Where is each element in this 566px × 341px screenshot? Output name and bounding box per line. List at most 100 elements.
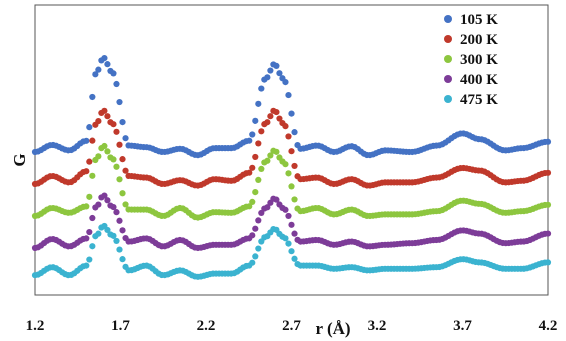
data-point: [288, 148, 295, 155]
x-tick-label: 1.2: [26, 318, 45, 334]
data-point: [282, 123, 289, 130]
data-point: [86, 228, 93, 236]
data-point: [116, 217, 123, 224]
data-point: [110, 232, 117, 239]
data-point: [285, 133, 292, 140]
legend-label: 105 K: [460, 12, 498, 28]
data-point: [110, 156, 117, 163]
data-point: [264, 157, 271, 164]
data-point: [273, 148, 280, 155]
data-point: [288, 248, 295, 255]
data-point: [104, 148, 111, 155]
data-point: [86, 256, 93, 263]
series-200-k: [31, 107, 552, 189]
data-point: [101, 142, 108, 150]
legend-label: 475 K: [460, 92, 498, 108]
legend-label: 400 K: [460, 72, 498, 88]
data-point: [89, 214, 96, 222]
series-400-k: [31, 192, 552, 252]
data-point: [285, 240, 292, 247]
data-point: [83, 203, 90, 210]
data-point: [255, 140, 262, 147]
data-point: [89, 137, 96, 144]
data-point: [110, 121, 117, 128]
data-point: [267, 67, 274, 74]
legend-item: 300 K: [444, 52, 498, 68]
legend-item: 105 K: [444, 12, 498, 28]
data-point: [249, 232, 256, 239]
data-point: [110, 70, 117, 77]
data-point: [119, 190, 126, 197]
data-point: [89, 243, 96, 250]
legend-marker: [444, 75, 452, 83]
data-point: [116, 176, 123, 183]
data-point: [101, 192, 108, 199]
y-axis-title: G: [10, 153, 29, 166]
series-475-k: [31, 222, 552, 280]
data-point: [285, 170, 292, 177]
data-point: [291, 162, 298, 170]
x-tick-label: 2.2: [197, 318, 216, 334]
data-point: [273, 62, 280, 69]
data-point: [285, 212, 292, 220]
data-point: [122, 201, 129, 208]
data-point: [122, 135, 129, 142]
legend-marker: [444, 15, 452, 23]
legend-item: 400 K: [444, 72, 498, 88]
data-point: [249, 198, 256, 205]
data-point: [291, 196, 298, 203]
x-axis-title: r (Å): [315, 319, 350, 338]
data-point: [291, 230, 298, 237]
data-point: [86, 158, 93, 165]
data-point: [291, 129, 298, 136]
data-point: [544, 230, 552, 237]
data-point: [273, 108, 280, 116]
legend-marker: [444, 95, 452, 103]
data-point: [544, 201, 552, 208]
data-point: [95, 66, 102, 73]
data-point: [544, 169, 552, 176]
x-tick-label: 3.7: [453, 318, 472, 334]
data-point: [119, 256, 126, 263]
legend-marker: [444, 55, 452, 63]
data-point: [291, 255, 298, 262]
x-tick-label: 1.7: [111, 318, 130, 334]
data-point: [92, 71, 99, 78]
data-point: [288, 183, 295, 190]
data-point: [252, 225, 259, 232]
data-point: [119, 227, 126, 234]
data-point: [101, 54, 108, 62]
data-point: [110, 203, 117, 211]
data-point: [95, 230, 102, 237]
data-point: [282, 161, 289, 168]
data-point: [95, 153, 102, 160]
data-point: [86, 124, 93, 131]
data-point: [276, 115, 283, 122]
data-point: [252, 153, 259, 161]
data-point: [255, 176, 262, 183]
legend: 105 K 200 K 300 K 400 K 475 K: [444, 12, 498, 108]
data-point: [258, 128, 265, 135]
data-point: [288, 110, 295, 117]
data-point: [264, 204, 271, 211]
data-point: [86, 193, 93, 200]
data-point: [288, 221, 295, 228]
data-point: [104, 197, 111, 204]
data-point: [104, 61, 111, 68]
data-point: [113, 209, 120, 216]
data-point: [116, 141, 123, 148]
x-tick-label: 2.7: [282, 318, 301, 334]
data-point: [264, 119, 271, 126]
data-point: [252, 188, 259, 196]
data-point: [282, 78, 289, 86]
series-300-k: [31, 142, 552, 221]
data-point: [246, 169, 253, 176]
data-point: [119, 118, 126, 126]
series-layer: [31, 54, 552, 280]
data-point: [89, 172, 96, 179]
data-point: [113, 237, 120, 245]
legend-label: 300 K: [460, 52, 498, 68]
legend-marker: [444, 35, 452, 43]
data-point: [83, 137, 90, 144]
data-point: [267, 152, 274, 159]
